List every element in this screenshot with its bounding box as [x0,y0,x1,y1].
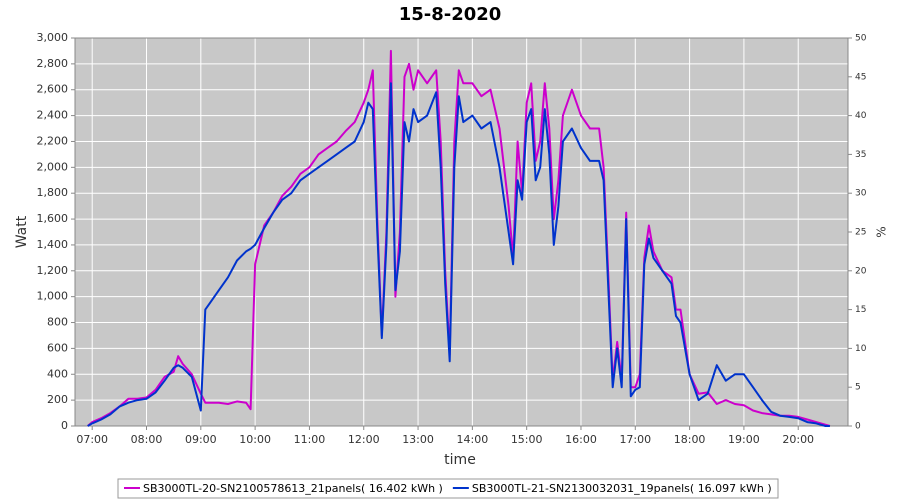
x-tick-label: 18:00 [674,433,706,446]
x-tick-label: 12:00 [348,433,380,446]
x-tick-label: 20:00 [782,433,814,446]
y-tick-label: 3,000 [37,31,69,44]
y2-tick-label: 25 [855,228,866,238]
x-tick-label: 13:00 [402,433,434,446]
y-tick-label: 800 [47,316,68,329]
y-tick-label: 2,600 [37,83,69,96]
y-tick-label: 1,200 [37,264,69,277]
x-tick-label: 16:00 [565,433,597,446]
y-tick-label: 1,800 [37,186,69,199]
x-tick-label: 09:00 [185,433,217,446]
y2-tick-label: 45 [855,72,866,82]
y2-tick-label: 30 [855,189,867,199]
legend-label: SB3000TL-21-SN2130032031_19panels( 16.09… [472,482,772,495]
y-tick-label: 200 [47,393,68,406]
y2-axis-label: % [875,226,889,237]
plot-area [75,38,848,426]
y2-tick-label: 35 [855,150,866,160]
y-axis-label: Watt [14,215,30,248]
y2-tick-label: 10 [855,344,867,354]
legend-label: SB3000TL-20-SN2100578613_21panels( 16.40… [143,482,443,495]
y-tick-label: 2,200 [37,134,69,147]
legend [117,478,779,499]
x-tick-label: 10:00 [239,433,271,446]
chart-title: 15-8-2020 [399,4,502,25]
x-tick-label: 17:00 [619,433,651,446]
x-tick-label: 14:00 [457,433,489,446]
y-tick-label: 400 [47,367,68,380]
y-tick-label: 1,000 [37,290,69,303]
y-tick-label: 2,400 [37,109,69,122]
y-tick-label: 600 [47,341,68,354]
x-tick-label: 15:00 [511,433,543,446]
y-tick-label: 1,600 [37,212,69,225]
y2-tick-label: 15 [855,305,866,315]
x-tick-label: 08:00 [131,433,163,446]
x-tick-label: 19:00 [728,433,760,446]
y2-tick-label: 40 [855,111,867,121]
y2-tick-label: 50 [855,34,867,44]
series-line [87,82,830,427]
y-tick-label: 2,000 [37,160,69,173]
x-tick-label: 07:00 [76,433,108,446]
x-tick-label: 11:00 [294,433,326,446]
x-axis-label: time [444,452,476,468]
y2-tick-label: 0 [855,422,861,432]
plot-border [74,37,849,427]
y2-tick-label: 5 [855,383,861,393]
y-tick-label: 1,400 [37,238,69,251]
y-tick-label: 2,800 [37,57,69,70]
y-tick-label: 0 [61,419,68,432]
y2-tick-label: 20 [855,266,867,276]
